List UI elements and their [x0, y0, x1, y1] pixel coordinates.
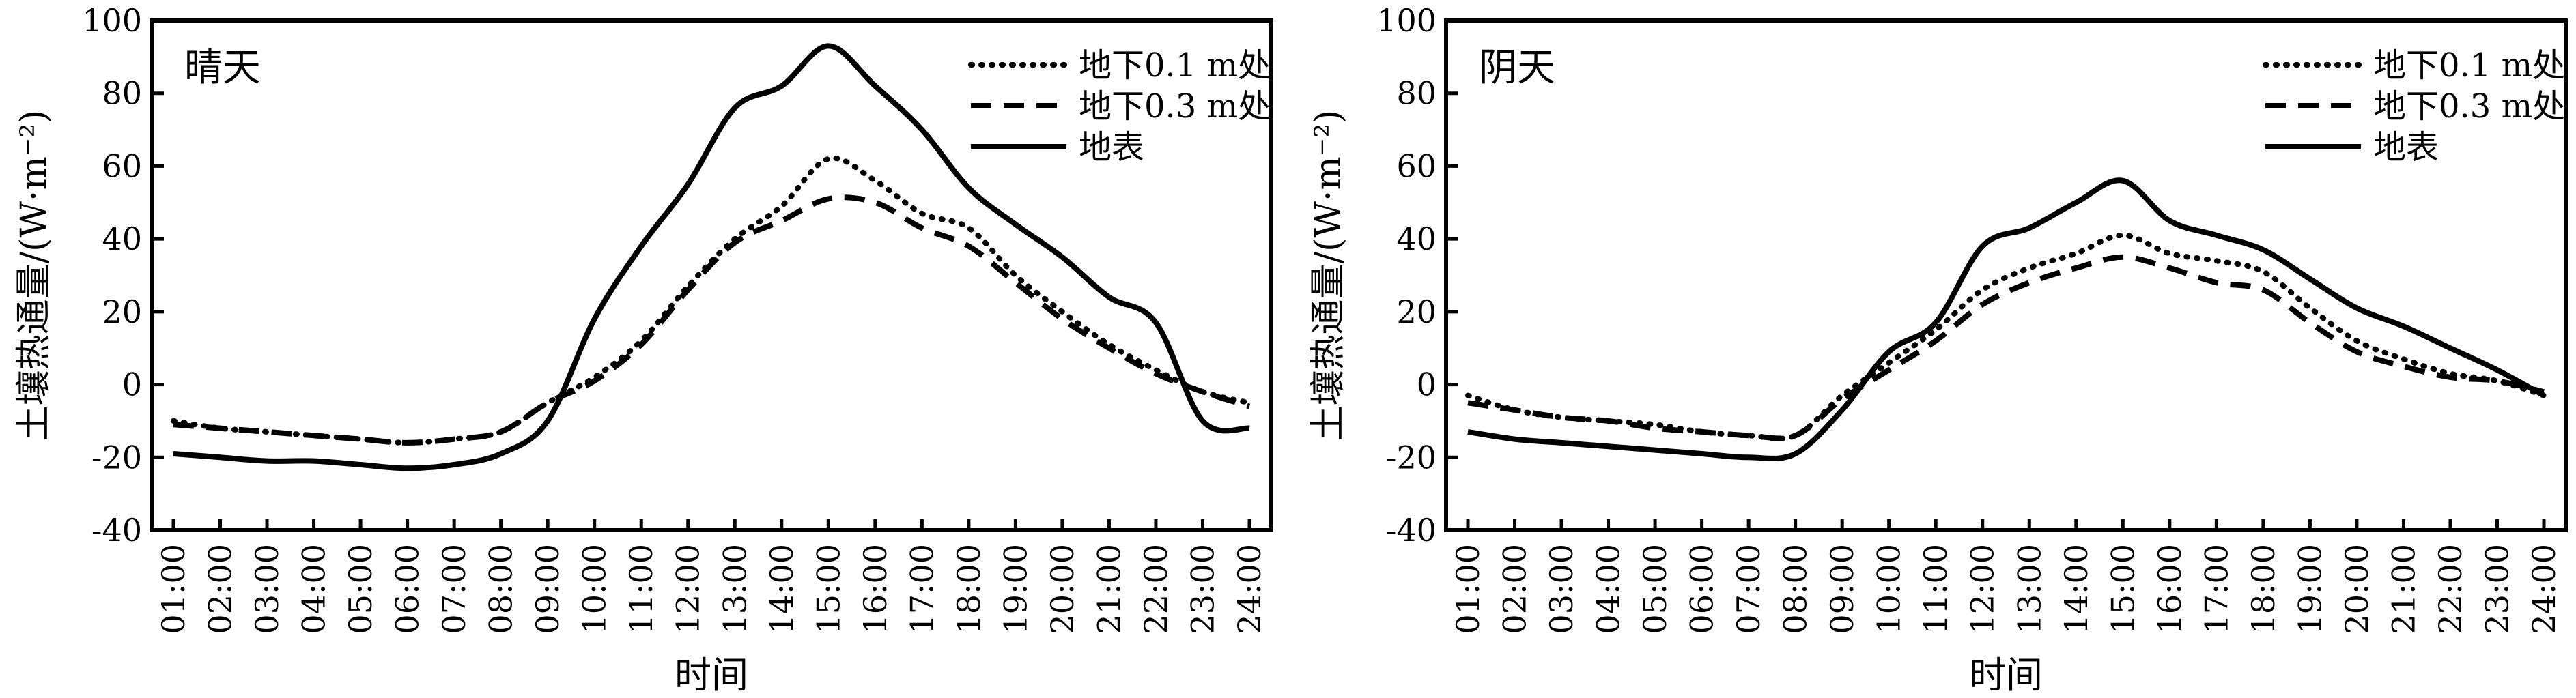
- series-line-dashed: [1467, 254, 2545, 441]
- x-tick-label: 24:00: [1231, 544, 1268, 635]
- x-tick-label: 21:00: [1090, 544, 1127, 635]
- legend-label: 地下0.1 m处: [1079, 46, 1271, 85]
- x-tick-label: 15:00: [2104, 544, 2141, 635]
- x-tick-label: 19:00: [2291, 544, 2328, 635]
- y-tick-label: 20: [1396, 293, 1436, 330]
- chart-title: 阴天: [1479, 46, 1555, 90]
- x-tick-label: 05:00: [1637, 544, 1673, 635]
- x-tick-label: 05:00: [342, 544, 379, 635]
- x-tick-label: 03:00: [249, 544, 285, 635]
- series-line-solid: [1467, 177, 2545, 461]
- y-tick-label: -20: [91, 439, 142, 476]
- x-tick-label: 01:00: [1449, 544, 1486, 635]
- x-tick-label: 13:00: [2011, 544, 2048, 635]
- x-tick-label: 10:00: [576, 544, 613, 635]
- x-axis-label: 时间: [1969, 654, 2043, 697]
- x-tick-label: 14:00: [2058, 544, 2095, 635]
- y-axis-label: 土壤热通量/(W·m⁻²): [14, 110, 55, 441]
- series-line-dotted: [1465, 232, 2547, 441]
- x-tick-label: 24:00: [2525, 544, 2562, 635]
- y-tick-label: 40: [102, 220, 142, 257]
- x-tick-label: 22:00: [1137, 544, 1174, 635]
- legend-label: 地表: [2373, 128, 2439, 166]
- x-tick-label: 18:00: [950, 544, 987, 635]
- x-tick-label: 13:00: [716, 544, 753, 635]
- legend-label: 地下0.3 m处: [1079, 87, 1271, 126]
- x-tick-label: 10:00: [1871, 544, 1908, 635]
- x-tick-label: 17:00: [903, 544, 940, 635]
- x-tick-label: 04:00: [1590, 544, 1627, 635]
- x-tick-label: 21:00: [2385, 544, 2422, 635]
- x-tick-label: 01:00: [155, 544, 192, 635]
- x-tick-label: 02:00: [1497, 544, 1533, 635]
- x-tick-label: 20:00: [1044, 544, 1081, 635]
- x-tick-label: 14:00: [763, 544, 800, 635]
- x-tick-label: 16:00: [2151, 544, 2188, 635]
- x-tick-label: 12:00: [670, 544, 707, 635]
- x-tick-label: 09:00: [1824, 544, 1860, 635]
- y-tick-label: 100: [82, 2, 142, 39]
- series-line-dotted: [171, 155, 1252, 446]
- y-tick-label: 0: [1417, 366, 1436, 403]
- chart-title: 晴天: [184, 46, 261, 90]
- chart-panel-cloudy: -40 -20 0 20 40 60 80 100 01:00 02:00 03:00 04:00 05…: [1308, 2, 2568, 697]
- x-tick-label: 15:00: [810, 544, 847, 635]
- y-tick-label: -40: [91, 512, 142, 549]
- x-tick-label: 22:00: [2432, 544, 2469, 635]
- legend-label: 地下0.1 m处: [2373, 46, 2565, 85]
- x-tick-label: 04:00: [296, 544, 332, 635]
- x-tick-label: 07:00: [436, 544, 472, 635]
- chart-panel-sunny: -40 -20 0 20 40 60 80 100 01:00 02:00 03:00 04:00 05…: [14, 2, 1273, 697]
- y-axis-label: 土壤热通量/(W·m⁻²): [1308, 110, 1349, 441]
- plot-frame: [1444, 18, 2568, 532]
- x-tick-label: 23:00: [2478, 544, 2515, 635]
- x-tick-label: 06:00: [1684, 544, 1721, 635]
- y-tick-label: 60: [102, 147, 142, 184]
- x-tick-label: 09:00: [529, 544, 566, 635]
- legend-label: 地表: [1079, 128, 1144, 166]
- x-tick-label: 20:00: [2338, 544, 2375, 635]
- legend-label: 地下0.3 m处: [2373, 87, 2565, 126]
- series-line-dashed: [173, 194, 1251, 446]
- x-tick-label: 06:00: [389, 544, 426, 635]
- x-tick-label: 11:00: [623, 544, 660, 635]
- x-axis-label: 时间: [675, 654, 748, 697]
- y-tick-label: -40: [1386, 512, 1436, 549]
- x-tick-label: 12:00: [1964, 544, 2001, 635]
- plot-frame: [150, 18, 1273, 532]
- y-tick-label: 40: [1396, 220, 1436, 257]
- x-tick-label: 18:00: [2245, 544, 2282, 635]
- x-tick-label: 11:00: [1917, 544, 1954, 635]
- x-tick-label: 07:00: [1730, 544, 1767, 635]
- x-tick-label: 02:00: [202, 544, 239, 635]
- y-tick-label: -20: [1386, 439, 1436, 476]
- y-tick-label: 0: [122, 366, 142, 403]
- x-tick-label: 23:00: [1184, 544, 1221, 635]
- x-tick-label: 08:00: [483, 544, 520, 635]
- x-tick-label: 19:00: [997, 544, 1034, 635]
- x-tick-label: 08:00: [1777, 544, 1814, 635]
- x-tick-label: 16:00: [857, 544, 894, 635]
- y-tick-label: 80: [1396, 75, 1436, 112]
- series-line-solid: [173, 43, 1250, 471]
- y-tick-label: 60: [1396, 147, 1436, 184]
- x-tick-label: 17:00: [2198, 544, 2235, 635]
- x-tick-label: 03:00: [1543, 544, 1580, 635]
- y-tick-label: 20: [102, 293, 142, 330]
- y-tick-label: 80: [102, 75, 142, 112]
- y-tick-label: 100: [1376, 2, 1436, 39]
